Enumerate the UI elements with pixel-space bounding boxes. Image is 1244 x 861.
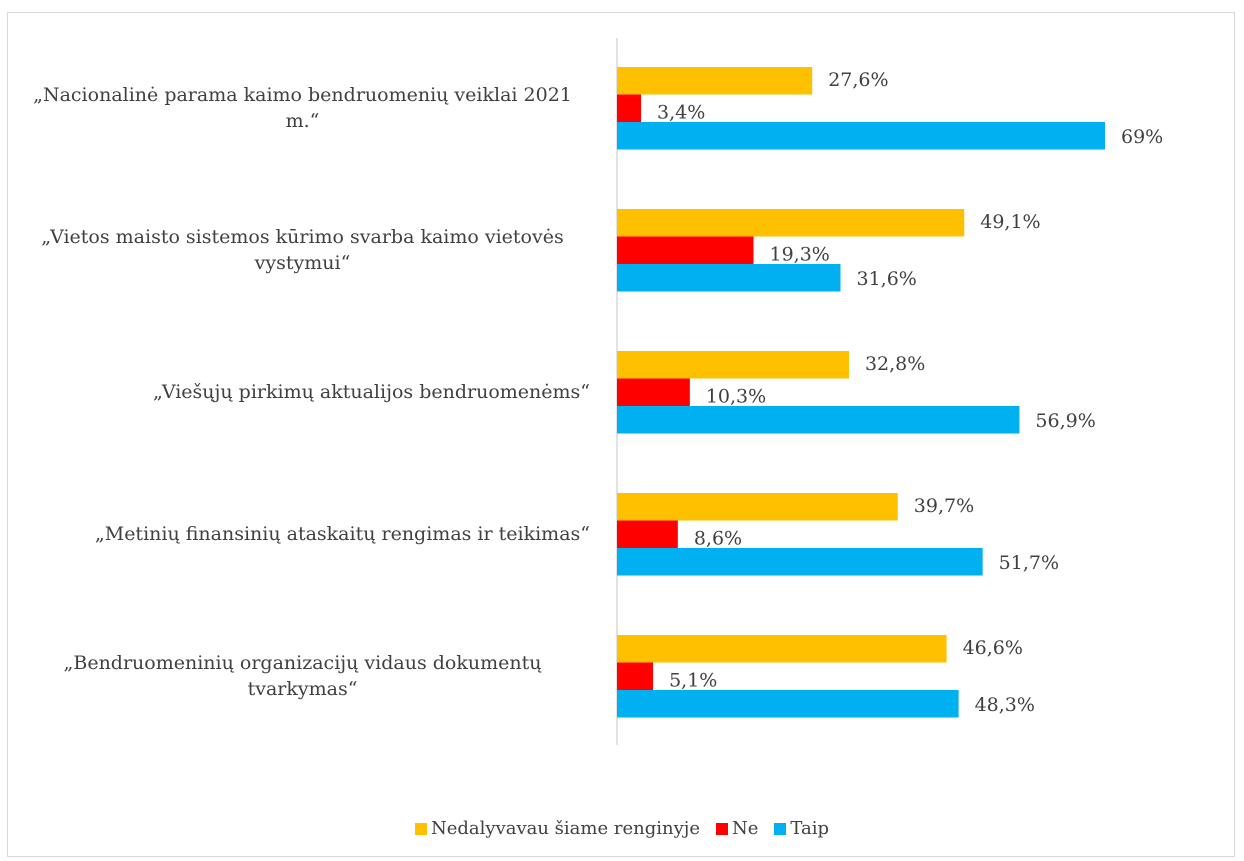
value-label: 56,9% xyxy=(1035,410,1095,432)
legend-label: Taip xyxy=(790,818,830,839)
value-label: 51,7% xyxy=(999,552,1059,574)
category-label: „Nacionalinė parama kaimo bendruomenių v… xyxy=(15,82,590,134)
category-text: „Vietos maisto sistemos kūrimo svarba ka… xyxy=(41,226,564,275)
bar xyxy=(617,662,654,690)
category-text: „Metinių finansinių ataskaitų rengimas i… xyxy=(94,523,590,546)
value-label: 5,1% xyxy=(669,669,717,691)
value-label: 27,6% xyxy=(828,69,888,91)
value-label: 39,7% xyxy=(914,495,974,517)
bar xyxy=(617,236,754,264)
category-text: „Viešųjų pirkimų aktualijos bendruomenėm… xyxy=(153,381,590,404)
category-label: „Metinių finansinių ataskaitų rengimas i… xyxy=(15,521,590,547)
value-label: 32,8% xyxy=(865,353,925,375)
value-label: 10,3% xyxy=(706,385,766,407)
bar xyxy=(617,406,1020,434)
legend-label: Ne xyxy=(731,818,759,839)
legend-swatch xyxy=(774,822,787,835)
legend-item: Ne xyxy=(715,818,759,839)
bar xyxy=(617,493,898,521)
bar xyxy=(617,690,959,718)
bar xyxy=(617,122,1105,150)
legend-label: Nedalyvavau šiame renginyje xyxy=(430,818,700,839)
category-label: „Bendruomeninių organizacijų vidaus doku… xyxy=(15,650,590,702)
value-label: 8,6% xyxy=(694,527,742,549)
value-label: 69% xyxy=(1121,126,1163,148)
legend-item: Taip xyxy=(774,818,829,839)
legend: Nedalyvavau šiame renginyje Ne Taip xyxy=(0,818,1244,839)
value-label: 48,3% xyxy=(975,694,1035,716)
category-label: „Vietos maisto sistemos kūrimo svarba ka… xyxy=(15,224,590,276)
category-text: „Bendruomeninių organizacijų vidaus doku… xyxy=(63,652,542,701)
bar xyxy=(617,209,965,237)
bar xyxy=(617,635,947,663)
bar xyxy=(617,548,983,576)
value-label: 19,3% xyxy=(769,243,829,265)
bar xyxy=(617,520,678,548)
bar xyxy=(617,264,841,292)
bar xyxy=(617,67,813,95)
value-label: 46,6% xyxy=(963,637,1023,659)
legend-swatch xyxy=(715,822,728,835)
value-label: 3,4% xyxy=(657,101,705,123)
category-label: „Viešųjų pirkimų aktualijos bendruomenėm… xyxy=(15,379,590,405)
chart-frame xyxy=(7,12,1235,857)
bar xyxy=(617,378,690,406)
value-label: 31,6% xyxy=(856,268,916,290)
category-text: „Nacionalinė parama kaimo bendruomenių v… xyxy=(33,84,572,133)
value-label: 49,1% xyxy=(980,211,1040,233)
legend-swatch xyxy=(414,822,427,835)
legend-item: Nedalyvavau šiame renginyje xyxy=(414,818,700,839)
bar xyxy=(617,94,642,122)
bar xyxy=(617,351,849,379)
